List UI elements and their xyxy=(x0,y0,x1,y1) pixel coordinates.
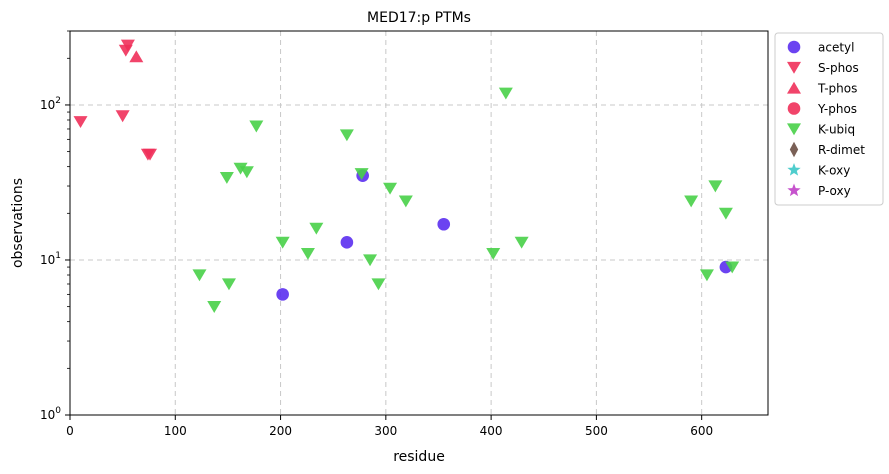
point-s-phos xyxy=(73,116,88,128)
y-tick-label: 100 xyxy=(40,406,61,422)
legend-marker-k-ubiq xyxy=(787,123,801,136)
point-s-phos xyxy=(115,110,130,123)
point-k-ubiq xyxy=(725,261,740,274)
point-k-ubiq xyxy=(339,129,354,142)
x-axis: 0 100 200 300 400 500 600 xyxy=(66,415,713,438)
x-tick-label: 0 xyxy=(66,424,74,438)
point-acetyl xyxy=(437,217,451,231)
point-acetyl xyxy=(276,288,289,301)
legend-marker-p-oxy xyxy=(787,183,801,197)
legend-label-acetyl: acetyl xyxy=(818,41,854,55)
point-acetyl xyxy=(340,236,354,249)
point-k-ubiq xyxy=(354,168,369,181)
point-k-ubiq xyxy=(371,278,386,291)
data-points xyxy=(73,39,740,313)
point-k-ubiq xyxy=(219,171,234,184)
legend-marker-k-oxy xyxy=(787,163,801,176)
point-k-ubiq xyxy=(718,207,733,220)
legend-label-p-oxy: P-oxy xyxy=(818,184,851,198)
point-k-ubiq xyxy=(383,182,398,195)
y-tick-label: 102 xyxy=(40,96,61,112)
y-tick-label: 101 xyxy=(40,251,61,267)
legend-marker-r-dimet xyxy=(789,141,799,158)
legend-label-k-ubiq: K-ubiq xyxy=(818,123,855,137)
point-k-ubiq xyxy=(309,222,324,235)
x-tick-label: 400 xyxy=(480,424,503,438)
point-k-ubiq xyxy=(275,236,290,249)
legend-marker-t-phos xyxy=(787,81,801,94)
x-tick-label: 100 xyxy=(164,424,187,438)
point-k-ubiq xyxy=(300,247,315,260)
legend-label-k-oxy: K-oxy xyxy=(818,164,850,178)
point-k-ubiq xyxy=(398,195,413,208)
point-k-ubiq xyxy=(249,120,264,133)
legend-marker-y-phos xyxy=(787,102,801,115)
point-s-phos xyxy=(120,39,135,52)
point-k-ubiq xyxy=(699,269,714,282)
point-k-ubiq xyxy=(207,301,222,313)
point-k-ubiq xyxy=(239,166,254,179)
point-k-ubiq xyxy=(486,247,501,260)
point-k-ubiq xyxy=(221,278,236,291)
plot-frame xyxy=(69,30,769,416)
legend-box xyxy=(774,32,884,206)
grid xyxy=(70,31,768,415)
x-tick-label: 200 xyxy=(269,424,292,438)
legend-label-r-dimet: R-dimet xyxy=(818,143,865,157)
legend-label-t-phos: T-phos xyxy=(817,82,857,96)
x-tick-label: 300 xyxy=(374,424,397,438)
point-k-ubiq xyxy=(514,236,529,249)
point-t-phos xyxy=(129,50,144,63)
point-k-ubiq xyxy=(684,195,699,208)
legend: acetyl S-phos T-phos Y-phos K-ubiq R-dimet K-o… xyxy=(774,32,884,206)
x-tick-label: 500 xyxy=(585,424,608,438)
legend-marker-acetyl xyxy=(787,40,801,54)
y-axis-label: observations xyxy=(10,178,26,268)
point-k-ubiq xyxy=(233,162,248,175)
legend-label-s-phos: S-phos xyxy=(818,61,859,75)
point-k-ubiq xyxy=(498,87,513,100)
point-k-ubiq xyxy=(708,180,723,193)
legend-label-y-phos: Y-phos xyxy=(817,102,857,116)
point-k-ubiq xyxy=(192,269,207,282)
x-tick-label: 600 xyxy=(690,424,713,438)
chart-title: MED17:p PTMs xyxy=(367,10,471,26)
legend-marker-s-phos xyxy=(787,61,801,74)
point-s-phos xyxy=(143,148,158,161)
x-axis-label: residue xyxy=(393,449,445,465)
y-axis: 100 101 102 xyxy=(40,30,70,422)
point-k-ubiq xyxy=(363,254,378,267)
